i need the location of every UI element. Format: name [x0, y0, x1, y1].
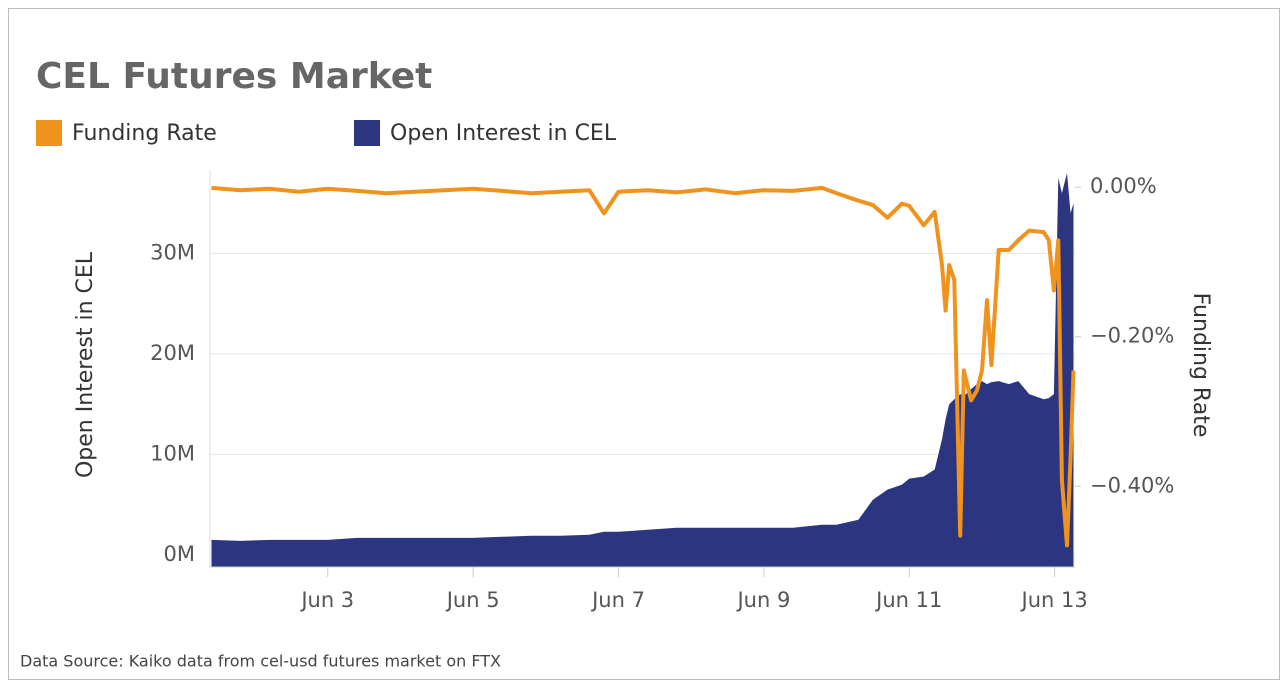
line	[211, 185, 1076, 548]
legend-label: Open Interest in CEL	[390, 121, 617, 146]
y-tick-label: 0M	[164, 542, 195, 566]
legend-swatch	[354, 120, 380, 146]
y-axis-label: Open Interest in CEL	[73, 251, 98, 478]
y-tick-label: 20M	[150, 341, 195, 365]
chart-title: CEL Futures Market	[36, 56, 432, 97]
x-tick-label: Jun 11	[874, 588, 942, 612]
frame	[8, 8, 1280, 680]
x-tick-label: Jun 3	[299, 588, 354, 612]
y2-tick-label: −0.40%	[1090, 473, 1174, 497]
area	[211, 173, 1074, 567]
plot	[211, 173, 1076, 567]
y-tick-label: 30M	[150, 240, 195, 264]
x-tick-label: Jun 9	[735, 588, 790, 612]
y-tick-label: 10M	[150, 441, 195, 465]
y2-tick-label: −0.20%	[1090, 324, 1174, 348]
x-tick-label: Jun 13	[1020, 588, 1088, 612]
legend-swatch	[36, 120, 62, 146]
x-tick-label: Jun 5	[445, 588, 500, 612]
y2-axis-label: Funding Rate	[1188, 293, 1213, 438]
y2-tick-label: 0.00%	[1090, 174, 1157, 198]
x-tick-label: Jun 7	[590, 588, 645, 612]
legend-label: Funding Rate	[72, 121, 217, 146]
source-note: Data Source: Kaiko data from cel-usd fut…	[20, 652, 501, 671]
